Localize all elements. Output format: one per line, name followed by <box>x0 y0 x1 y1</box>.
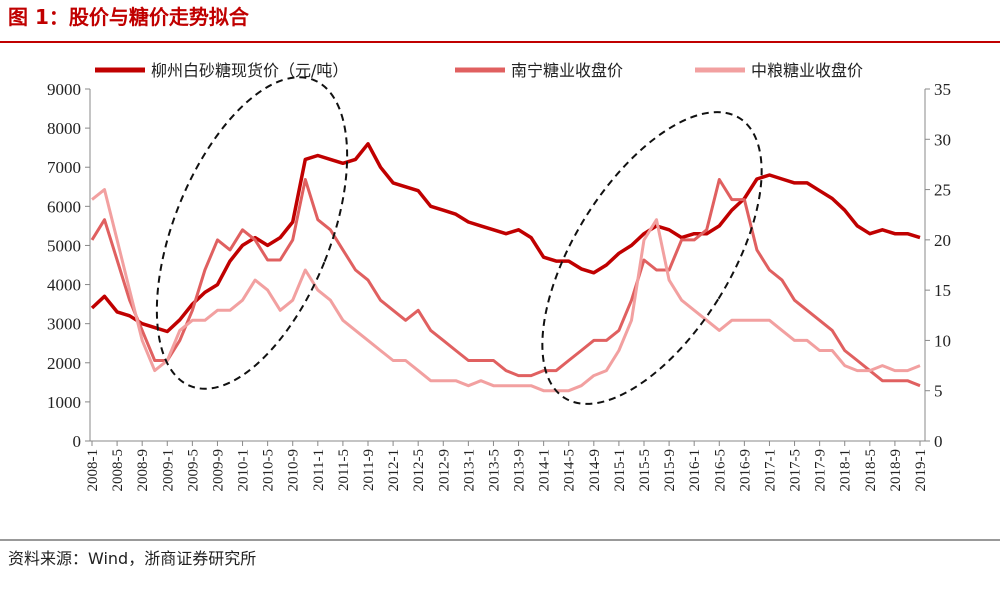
x-tick-label: 2016-5 <box>712 449 728 492</box>
y2-tick-label: 20 <box>934 231 951 250</box>
x-tick-label: 2015-5 <box>637 449 653 492</box>
x-tick-label: 2014-1 <box>537 449 553 492</box>
x-tick-label: 2009-9 <box>210 449 226 492</box>
x-tick-label: 2014-9 <box>587 449 603 492</box>
legend-label: 中粮糖业收盘价 <box>751 61 863 80</box>
series-line <box>91 188 921 393</box>
y-tick-label: 5000 <box>47 236 81 255</box>
x-tick-label: 2016-1 <box>687 449 703 492</box>
x-tick-label: 2018-5 <box>863 449 879 492</box>
y2-tick-label: 25 <box>934 181 951 200</box>
y-tick-label: 8000 <box>47 119 81 138</box>
x-tick-label: 2015-9 <box>662 449 678 492</box>
x-tick-label: 2013-9 <box>512 449 528 492</box>
x-tick-label: 2013-1 <box>461 449 477 492</box>
x-tick-label: 2017-9 <box>813 449 829 492</box>
y-tick-label: 9000 <box>47 80 81 99</box>
y-tick-label: 1000 <box>47 393 81 412</box>
plot: 0 1000 2000 3000 4000 5000 6000 7000 8000 9000 0 5 1… <box>47 61 951 492</box>
chart-title: 图 1：股价与糖价走势拟合 <box>8 5 250 29</box>
x-tick-label: 2008-1 <box>85 449 101 492</box>
x-tick-label: 2017-5 <box>788 449 804 492</box>
y-tick-label: 4000 <box>47 276 81 295</box>
source: 资料来源：Wind，浙商证券研究所 <box>8 549 256 568</box>
y-tick-label: 6000 <box>47 197 81 216</box>
highlight-ellipse <box>541 111 763 405</box>
x-tick-label: 2013-5 <box>486 449 502 492</box>
x-tick-label: 2019-1 <box>913 449 929 492</box>
y2-tick-label: 5 <box>934 382 943 401</box>
y-tick-label: 0 <box>73 432 82 451</box>
y2-tick-label: 10 <box>934 331 951 350</box>
x-tick-label: 2018-1 <box>838 449 854 492</box>
x-tick-label: 2016-9 <box>737 449 753 492</box>
y-tick-label: 2000 <box>47 354 81 373</box>
x-tick-label: 2017-1 <box>762 449 778 492</box>
x-tick-label: 2009-5 <box>185 449 201 492</box>
x-tick-label: 2011-5 <box>336 449 352 491</box>
y2-tick-label: 35 <box>934 80 951 99</box>
x-tick-label: 2012-1 <box>386 449 402 492</box>
y2-tick-label: 15 <box>934 281 951 300</box>
y-tick-label: 7000 <box>47 158 81 177</box>
y2-tick-label: 0 <box>934 432 943 451</box>
x-tick-label: 2010-9 <box>286 449 302 492</box>
x-tick-label: 2018-9 <box>888 449 904 492</box>
series-line <box>90 178 921 388</box>
y2-tick-label: 30 <box>934 130 951 149</box>
x-tick-label: 2011-9 <box>361 449 377 491</box>
x-tick-label: 2008-9 <box>135 449 151 492</box>
x-tick-label: 2009-1 <box>160 449 176 492</box>
x-tick-label: 2008-5 <box>110 449 126 492</box>
x-tick-label: 2011-1 <box>311 449 327 491</box>
legend-label: 柳州白砂糖现货价（元/吨） <box>151 61 348 80</box>
x-tick-label: 2012-5 <box>411 449 427 492</box>
series-line <box>90 142 921 334</box>
x-tick-label: 2015-1 <box>612 449 628 492</box>
legend-label: 南宁糖业收盘价 <box>511 61 623 80</box>
x-tick-label: 2012-9 <box>436 449 452 492</box>
x-tick-label: 2014-5 <box>562 449 578 492</box>
x-tick-label: 2010-5 <box>261 449 277 492</box>
x-tick-label: 2010-1 <box>236 449 252 492</box>
y-tick-label: 3000 <box>47 315 81 334</box>
